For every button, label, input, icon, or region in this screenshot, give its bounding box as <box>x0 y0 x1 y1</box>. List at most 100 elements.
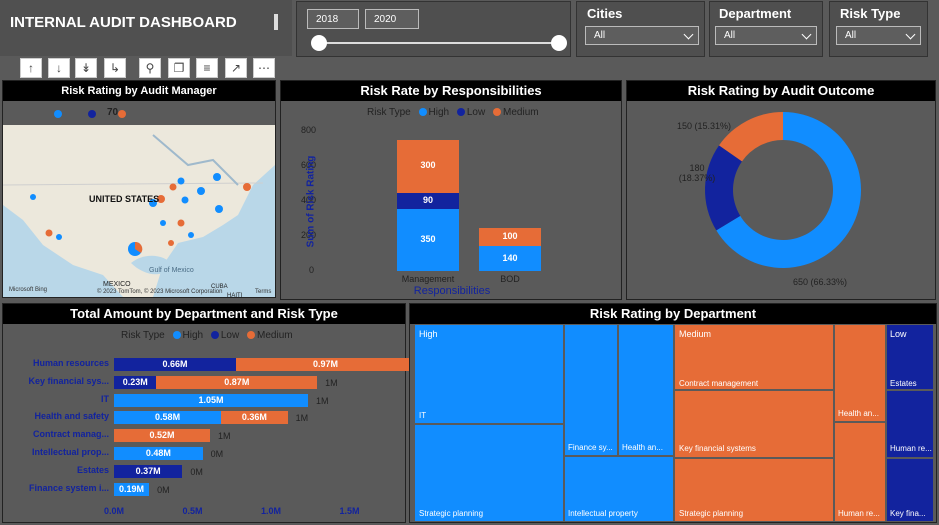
map-panel-title: Risk Rating by Audit Manager <box>3 81 275 101</box>
filter-icon[interactable]: ≡ <box>196 58 218 78</box>
bar-high[interactable] <box>114 482 150 496</box>
bar-value-label: 0.36M <box>241 412 267 423</box>
treemap-cell-label: IT <box>419 411 427 420</box>
year-slider-track[interactable] <box>319 42 559 44</box>
copy-icon[interactable]: ❐ <box>168 58 190 78</box>
map-canvas[interactable] <box>3 125 275 297</box>
more-options-icon[interactable]: ⋯ <box>253 58 275 78</box>
bar-value-label: 90 <box>422 194 433 205</box>
bar-low[interactable] <box>114 358 236 371</box>
bar-medium-management[interactable] <box>397 139 459 193</box>
bar-high-bod[interactable] <box>479 246 541 271</box>
bar-value-label: 0.87M <box>224 376 250 387</box>
treemap-cell-label: Contract management <box>679 379 759 388</box>
bar-value-label: 0.48M <box>145 448 171 458</box>
bar-low-management[interactable] <box>397 192 459 209</box>
department-label: Department <box>719 6 792 21</box>
bar-value-label: 0.37M <box>135 465 161 476</box>
bar-value-label: 0.52M <box>149 430 175 441</box>
donut-slice-high[interactable] <box>716 112 861 268</box>
bar-value-label: 0.19M <box>119 483 145 494</box>
outcome-panel: Risk Rating by Audit Outcome 150 (15.31%… <box>626 80 936 300</box>
donut-slice-medium[interactable] <box>719 112 783 162</box>
year-slider-end-handle[interactable] <box>551 35 567 51</box>
focus-mode-icon[interactable]: ↗ <box>225 58 247 78</box>
legend-dot-medium <box>118 110 126 118</box>
bar-high[interactable] <box>114 393 308 407</box>
bar-total-label: 0M <box>157 484 170 495</box>
map-terms-link[interactable]: Terms <box>255 289 272 295</box>
chevron-down-icon <box>801 29 812 40</box>
outcome-donut[interactable] <box>627 101 937 299</box>
treemap-cell-strategic-planning[interactable]: Strategic planning <box>414 424 564 522</box>
y-tick: 400 <box>301 195 317 205</box>
department-panel: Risk Rating by Department High IT Strate… <box>409 303 937 523</box>
bar-high-management[interactable] <box>397 208 459 271</box>
arrow-up-icon[interactable]: ↑ <box>20 58 42 78</box>
treemap-cell-finance-system[interactable]: Finance sy... <box>564 324 618 456</box>
y-category-label: Key financial sys... <box>28 375 109 386</box>
map-label-mexico: MEXICO <box>103 281 131 288</box>
department-dropdown[interactable]: All <box>715 26 817 45</box>
bar-medium-bod[interactable] <box>479 228 541 247</box>
x-tick: 0.0M <box>104 506 125 516</box>
donut-label-medium: 150 (15.31%) <box>677 121 732 131</box>
x-category-label: BOD <box>500 274 520 284</box>
legend-title: Risk Type <box>121 330 165 341</box>
bar-low[interactable] <box>114 464 183 478</box>
risk-type-slicer: Risk Type All <box>829 1 928 57</box>
treemap-cell-contract-management[interactable]: Medium Contract management <box>674 324 834 390</box>
bar-value-label: 100 <box>502 231 518 242</box>
arrow-down-icon[interactable]: ↓ <box>48 58 70 78</box>
x-tick: 0.5M <box>182 506 203 516</box>
map-label-cuba: CUBA <box>211 284 228 290</box>
bar-medium[interactable] <box>235 358 416 371</box>
bar-medium[interactable] <box>114 429 211 443</box>
expand-hierarchy-icon[interactable]: ↳ <box>104 58 126 78</box>
risk-type-dropdown[interactable]: All <box>836 26 921 45</box>
bar-medium[interactable] <box>221 411 288 425</box>
donut-slice-low[interactable] <box>705 145 742 231</box>
treemap-cell-label: Key financial systems <box>679 444 756 453</box>
legend-label-medium: Medium <box>257 330 293 341</box>
year-to-input[interactable]: 2020 <box>365 9 419 29</box>
y-category-label: IT <box>101 393 109 404</box>
pin-icon[interactable]: ⚲ <box>139 58 161 78</box>
x-category-label: Management <box>401 274 455 284</box>
bar-high[interactable] <box>114 411 222 425</box>
treemap-cell-human-resources-medium[interactable]: Human re... <box>834 422 886 522</box>
legend-label-high: High <box>182 330 204 341</box>
outcome-title: Risk Rating by Audit Outcome <box>627 81 935 101</box>
legend-dot-medium <box>493 107 502 116</box>
treemap-cell-key-financial-systems[interactable]: Key financial systems <box>674 390 834 458</box>
year-from-input[interactable]: 2018 <box>307 9 359 29</box>
treemap-cell-it[interactable]: High IT <box>414 324 564 424</box>
bar-total-label: 1M <box>315 395 329 406</box>
legend-dot-high <box>418 107 427 116</box>
cities-label: Cities <box>587 6 623 21</box>
bar-high[interactable] <box>114 447 203 460</box>
chevron-down-icon <box>683 29 694 40</box>
treemap-cell-strategic-planning-medium[interactable]: Strategic planning <box>674 458 834 522</box>
bar-value-label: 1.05M <box>198 394 224 405</box>
treemap-cell-intellectual-property[interactable]: Intellectual property <box>564 456 674 522</box>
bar-total-label: 0M <box>190 466 203 477</box>
treemap-cell-health[interactable]: Health an... <box>618 324 674 456</box>
treemap-cell-health-medium[interactable]: Health an... <box>834 324 886 422</box>
y-tick: 0 <box>309 265 315 275</box>
amount-legend: Risk Type High Low Medium <box>121 330 293 341</box>
treemap-cell-estates[interactable]: Low Estates <box>886 324 934 390</box>
treemap-cell-key-financial-low[interactable]: Key fina... <box>886 458 934 522</box>
y-tick: 600 <box>301 160 317 170</box>
year-slider-start-handle[interactable] <box>311 35 327 51</box>
bar-medium[interactable] <box>156 375 318 389</box>
bar-value-label: 350 <box>420 233 436 244</box>
bar-low[interactable] <box>114 375 157 389</box>
cities-dropdown[interactable]: All <box>585 26 699 45</box>
department-title: Risk Rating by Department <box>410 304 936 324</box>
dashboard-header <box>0 0 292 56</box>
treemap-cell-human-resources-low[interactable]: Human re... <box>886 390 934 458</box>
y-category-label: Intellectual prop... <box>31 447 109 457</box>
map-country-label: UNITED STATES <box>89 194 160 204</box>
double-arrow-down-icon[interactable]: ↡ <box>75 58 97 78</box>
